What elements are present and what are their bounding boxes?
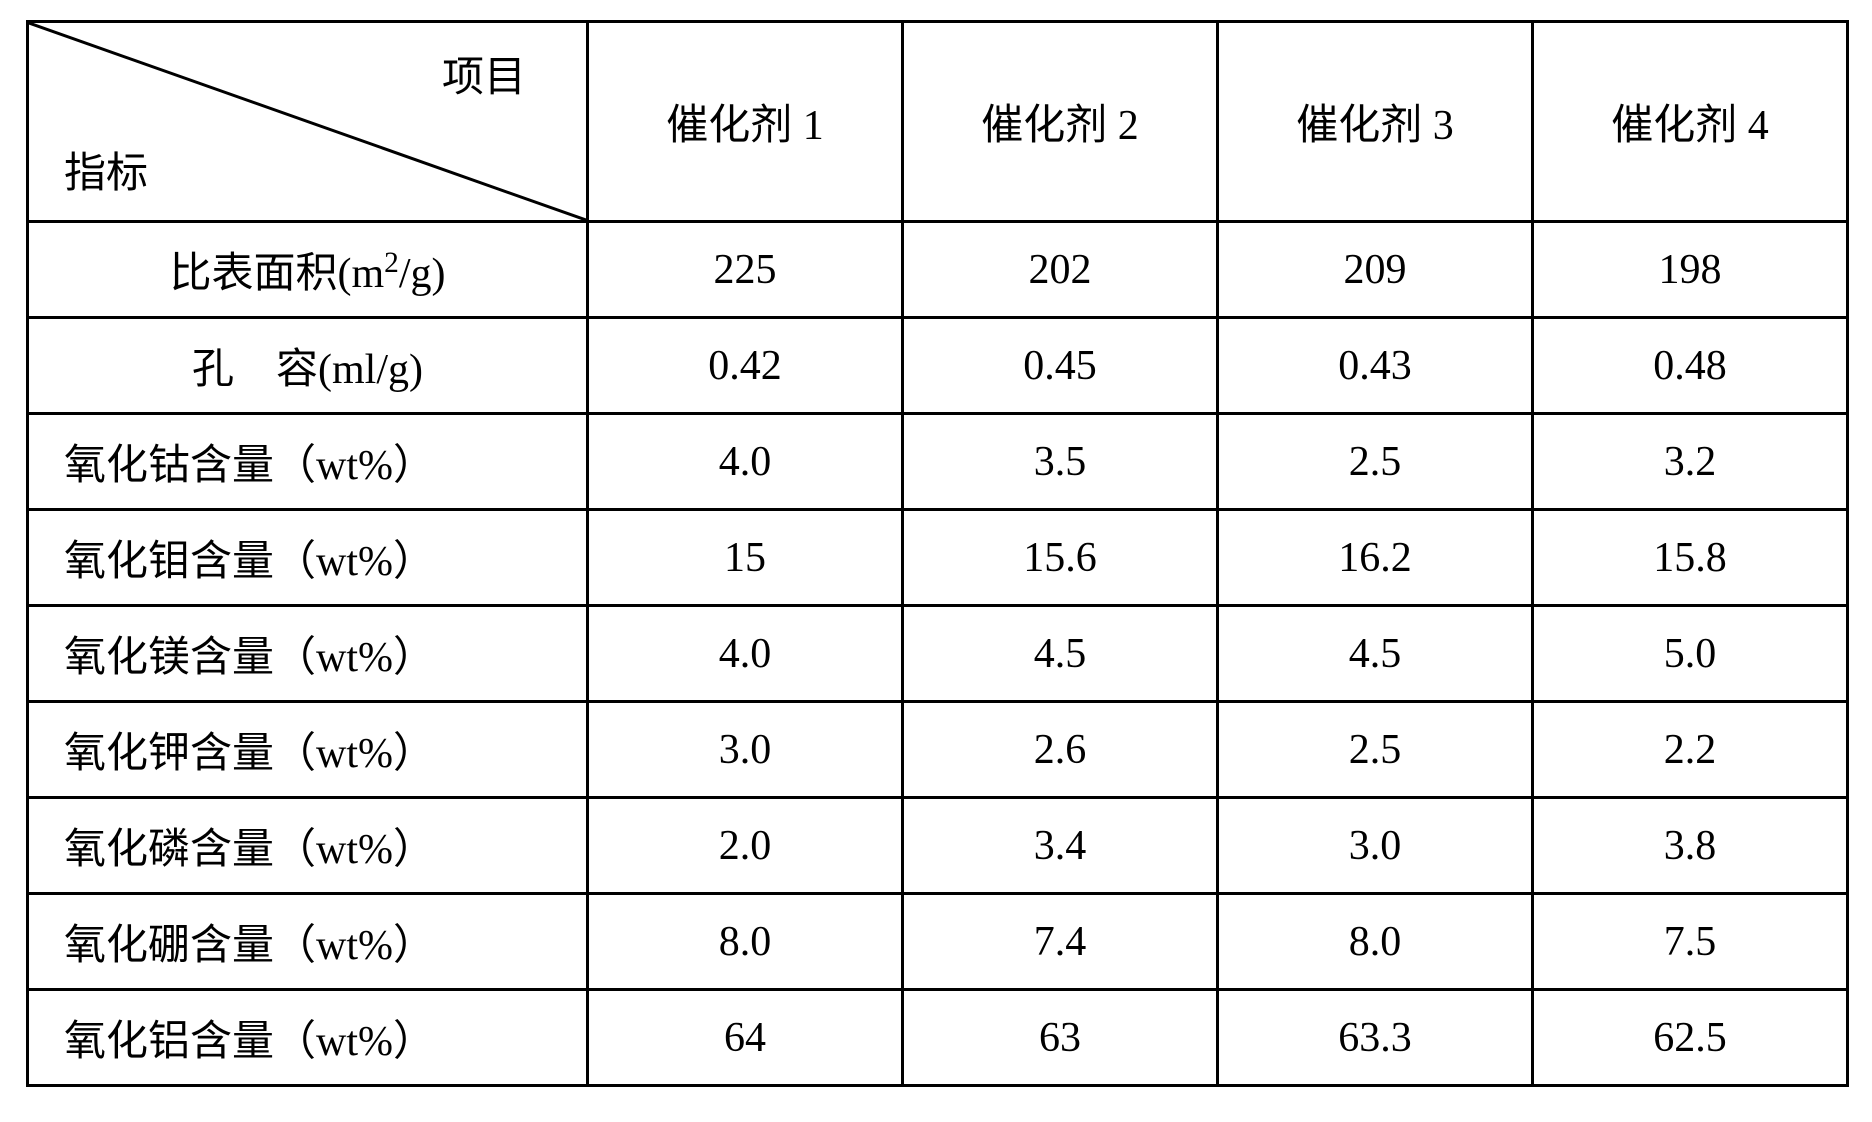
diagonal-header-cell: 项目 指标	[28, 22, 588, 222]
data-cell: 15	[588, 510, 903, 606]
data-cell: 3.4	[903, 798, 1218, 894]
diagonal-top-label: 项目	[442, 43, 526, 104]
row-label: 氧化钴含量（wt%）	[28, 414, 588, 510]
data-cell: 7.4	[903, 894, 1218, 990]
data-cell: 2.6	[903, 702, 1218, 798]
row-label: 氧化钼含量（wt%）	[28, 510, 588, 606]
table-row: 氧化钼含量（wt%）1515.616.215.8	[28, 510, 1848, 606]
data-cell: 225	[588, 222, 903, 318]
table-row: 氧化铝含量（wt%）646363.362.5	[28, 990, 1848, 1086]
data-cell: 198	[1533, 222, 1848, 318]
data-cell: 4.0	[588, 414, 903, 510]
table-header-row: 项目 指标 催化剂 1 催化剂 2 催化剂 3 催化剂 4	[28, 22, 1848, 222]
data-cell: 0.48	[1533, 318, 1848, 414]
data-cell: 62.5	[1533, 990, 1848, 1086]
data-cell: 4.5	[1218, 606, 1533, 702]
table-body: 比表面积(m2/g)225202209198孔 容(ml/g)0.420.450…	[28, 222, 1848, 1086]
data-cell: 202	[903, 222, 1218, 318]
column-header: 催化剂 2	[903, 22, 1218, 222]
data-cell: 3.2	[1533, 414, 1848, 510]
table-row: 孔 容(ml/g)0.420.450.430.48	[28, 318, 1848, 414]
data-cell: 16.2	[1218, 510, 1533, 606]
row-label: 氧化磷含量（wt%）	[28, 798, 588, 894]
data-cell: 2.2	[1533, 702, 1848, 798]
column-header: 催化剂 3	[1218, 22, 1533, 222]
data-cell: 7.5	[1533, 894, 1848, 990]
data-cell: 0.45	[903, 318, 1218, 414]
table-row: 氧化硼含量（wt%）8.07.48.07.5	[28, 894, 1848, 990]
data-cell: 8.0	[1218, 894, 1533, 990]
data-cell: 63.3	[1218, 990, 1533, 1086]
data-cell: 0.43	[1218, 318, 1533, 414]
data-cell: 0.42	[588, 318, 903, 414]
row-label: 氧化镁含量（wt%）	[28, 606, 588, 702]
table-row: 氧化钾含量（wt%）3.02.62.52.2	[28, 702, 1848, 798]
data-cell: 209	[1218, 222, 1533, 318]
data-cell: 3.5	[903, 414, 1218, 510]
row-label: 氧化硼含量（wt%）	[28, 894, 588, 990]
data-cell: 2.5	[1218, 702, 1533, 798]
row-label: 氧化铝含量（wt%）	[28, 990, 588, 1086]
data-cell: 3.8	[1533, 798, 1848, 894]
data-cell: 5.0	[1533, 606, 1848, 702]
data-cell: 64	[588, 990, 903, 1086]
row-label: 比表面积(m2/g)	[28, 222, 588, 318]
data-cell: 2.5	[1218, 414, 1533, 510]
column-header: 催化剂 1	[588, 22, 903, 222]
data-cell: 15.8	[1533, 510, 1848, 606]
data-cell: 4.0	[588, 606, 903, 702]
catalyst-properties-table: 项目 指标 催化剂 1 催化剂 2 催化剂 3 催化剂 4 比表面积(m2/g)…	[26, 20, 1849, 1087]
row-label: 氧化钾含量（wt%）	[28, 702, 588, 798]
column-header: 催化剂 4	[1533, 22, 1848, 222]
table-row: 氧化镁含量（wt%）4.04.54.55.0	[28, 606, 1848, 702]
table-row: 比表面积(m2/g)225202209198	[28, 222, 1848, 318]
data-cell: 8.0	[588, 894, 903, 990]
catalyst-properties-table-container: 项目 指标 催化剂 1 催化剂 2 催化剂 3 催化剂 4 比表面积(m2/g)…	[26, 20, 1846, 1087]
data-cell: 3.0	[588, 702, 903, 798]
data-cell: 63	[903, 990, 1218, 1086]
table-row: 氧化磷含量（wt%）2.03.43.03.8	[28, 798, 1848, 894]
data-cell: 4.5	[903, 606, 1218, 702]
data-cell: 2.0	[588, 798, 903, 894]
table-row: 氧化钴含量（wt%）4.03.52.53.2	[28, 414, 1848, 510]
diagonal-bottom-label: 指标	[64, 139, 148, 200]
row-label: 孔 容(ml/g)	[28, 318, 588, 414]
data-cell: 15.6	[903, 510, 1218, 606]
data-cell: 3.0	[1218, 798, 1533, 894]
